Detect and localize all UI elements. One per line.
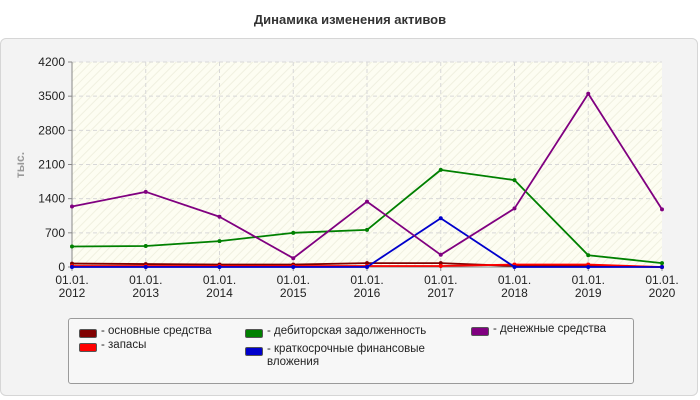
- x-tick-label: 01.01. 2012: [55, 273, 88, 300]
- legend-swatch: [79, 329, 97, 338]
- x-tick-label: 01.01. 2016: [350, 273, 383, 300]
- legend: - основные средства - запасы - дебиторск…: [68, 318, 634, 384]
- chart-title: Динамика изменения активов: [253, 12, 447, 27]
- data-point: [70, 265, 74, 269]
- data-point: [660, 207, 664, 212]
- data-point: [660, 261, 664, 266]
- data-point: [365, 265, 369, 269]
- data-point: [586, 265, 591, 269]
- legend-label: - дебиторская задолженность: [267, 325, 427, 337]
- data-point: [660, 265, 664, 269]
- x-tick-label: 01.01. 2017: [424, 273, 457, 300]
- data-point: [143, 189, 148, 194]
- data-point: [291, 265, 296, 269]
- x-tick-label: 01.01. 2019: [572, 273, 605, 300]
- x-tick-label: 01.01. 2014: [203, 273, 236, 300]
- legend-label: - денежные средства: [493, 323, 607, 335]
- y-tick-label: 0: [58, 260, 65, 274]
- data-point: [438, 252, 443, 257]
- y-tick-label: 2100: [38, 158, 65, 172]
- x-tick-label: 01.01. 2013: [129, 273, 162, 300]
- data-point: [512, 178, 517, 183]
- data-point: [365, 261, 369, 266]
- legend-item-short-term-investments: - краткосрочные финансовые вложения: [245, 343, 455, 369]
- data-point: [70, 204, 74, 209]
- y-axis-label: тыс.: [13, 152, 27, 178]
- legend-swatch: [245, 347, 263, 356]
- data-point: [291, 230, 296, 235]
- legend-swatch: [471, 327, 489, 336]
- legend-swatch: [245, 329, 263, 338]
- data-point: [438, 216, 443, 221]
- legend-label: - запасы: [101, 339, 147, 351]
- data-point: [438, 167, 443, 172]
- y-tick-label: 4200: [38, 55, 65, 69]
- data-point: [438, 264, 443, 269]
- data-point: [143, 265, 148, 269]
- data-point: [70, 244, 74, 249]
- data-point: [586, 91, 591, 96]
- axes: 0 700 1400 2100 2800 3500 4200 01.01. 2012 01.01.…: [38, 55, 678, 300]
- data-point: [143, 244, 148, 249]
- y-tick-label: 700: [45, 226, 65, 240]
- data-point: [217, 239, 222, 244]
- x-tick-label: 01.01. 2018: [498, 273, 531, 300]
- x-tick-label: 01.01. 2020: [645, 273, 678, 300]
- data-point: [438, 261, 443, 266]
- x-tick-label: 01.01. 2015: [277, 273, 310, 300]
- legend-item-fixed-assets: - основные средства: [79, 325, 212, 338]
- legend-swatch: [79, 343, 97, 352]
- data-point: [365, 199, 369, 204]
- legend-label: - краткосрочные финансовые вложения: [267, 343, 425, 368]
- legend-item-cash: - денежные средства: [471, 323, 606, 336]
- data-point: [586, 253, 591, 258]
- y-tick-label: 3500: [38, 89, 65, 103]
- data-point: [217, 214, 222, 219]
- y-tick-label: 2800: [38, 123, 65, 137]
- series-lines: [70, 91, 664, 269]
- data-point: [512, 265, 517, 269]
- data-point: [512, 206, 517, 211]
- legend-label: - основные средства: [101, 325, 212, 337]
- legend-item-inventory: - запасы: [79, 339, 146, 352]
- y-tick-label: 1400: [38, 192, 65, 206]
- data-point: [217, 265, 222, 269]
- data-point: [291, 256, 296, 261]
- legend-item-receivables: - дебиторская задолженность: [245, 325, 426, 338]
- data-point: [365, 227, 369, 232]
